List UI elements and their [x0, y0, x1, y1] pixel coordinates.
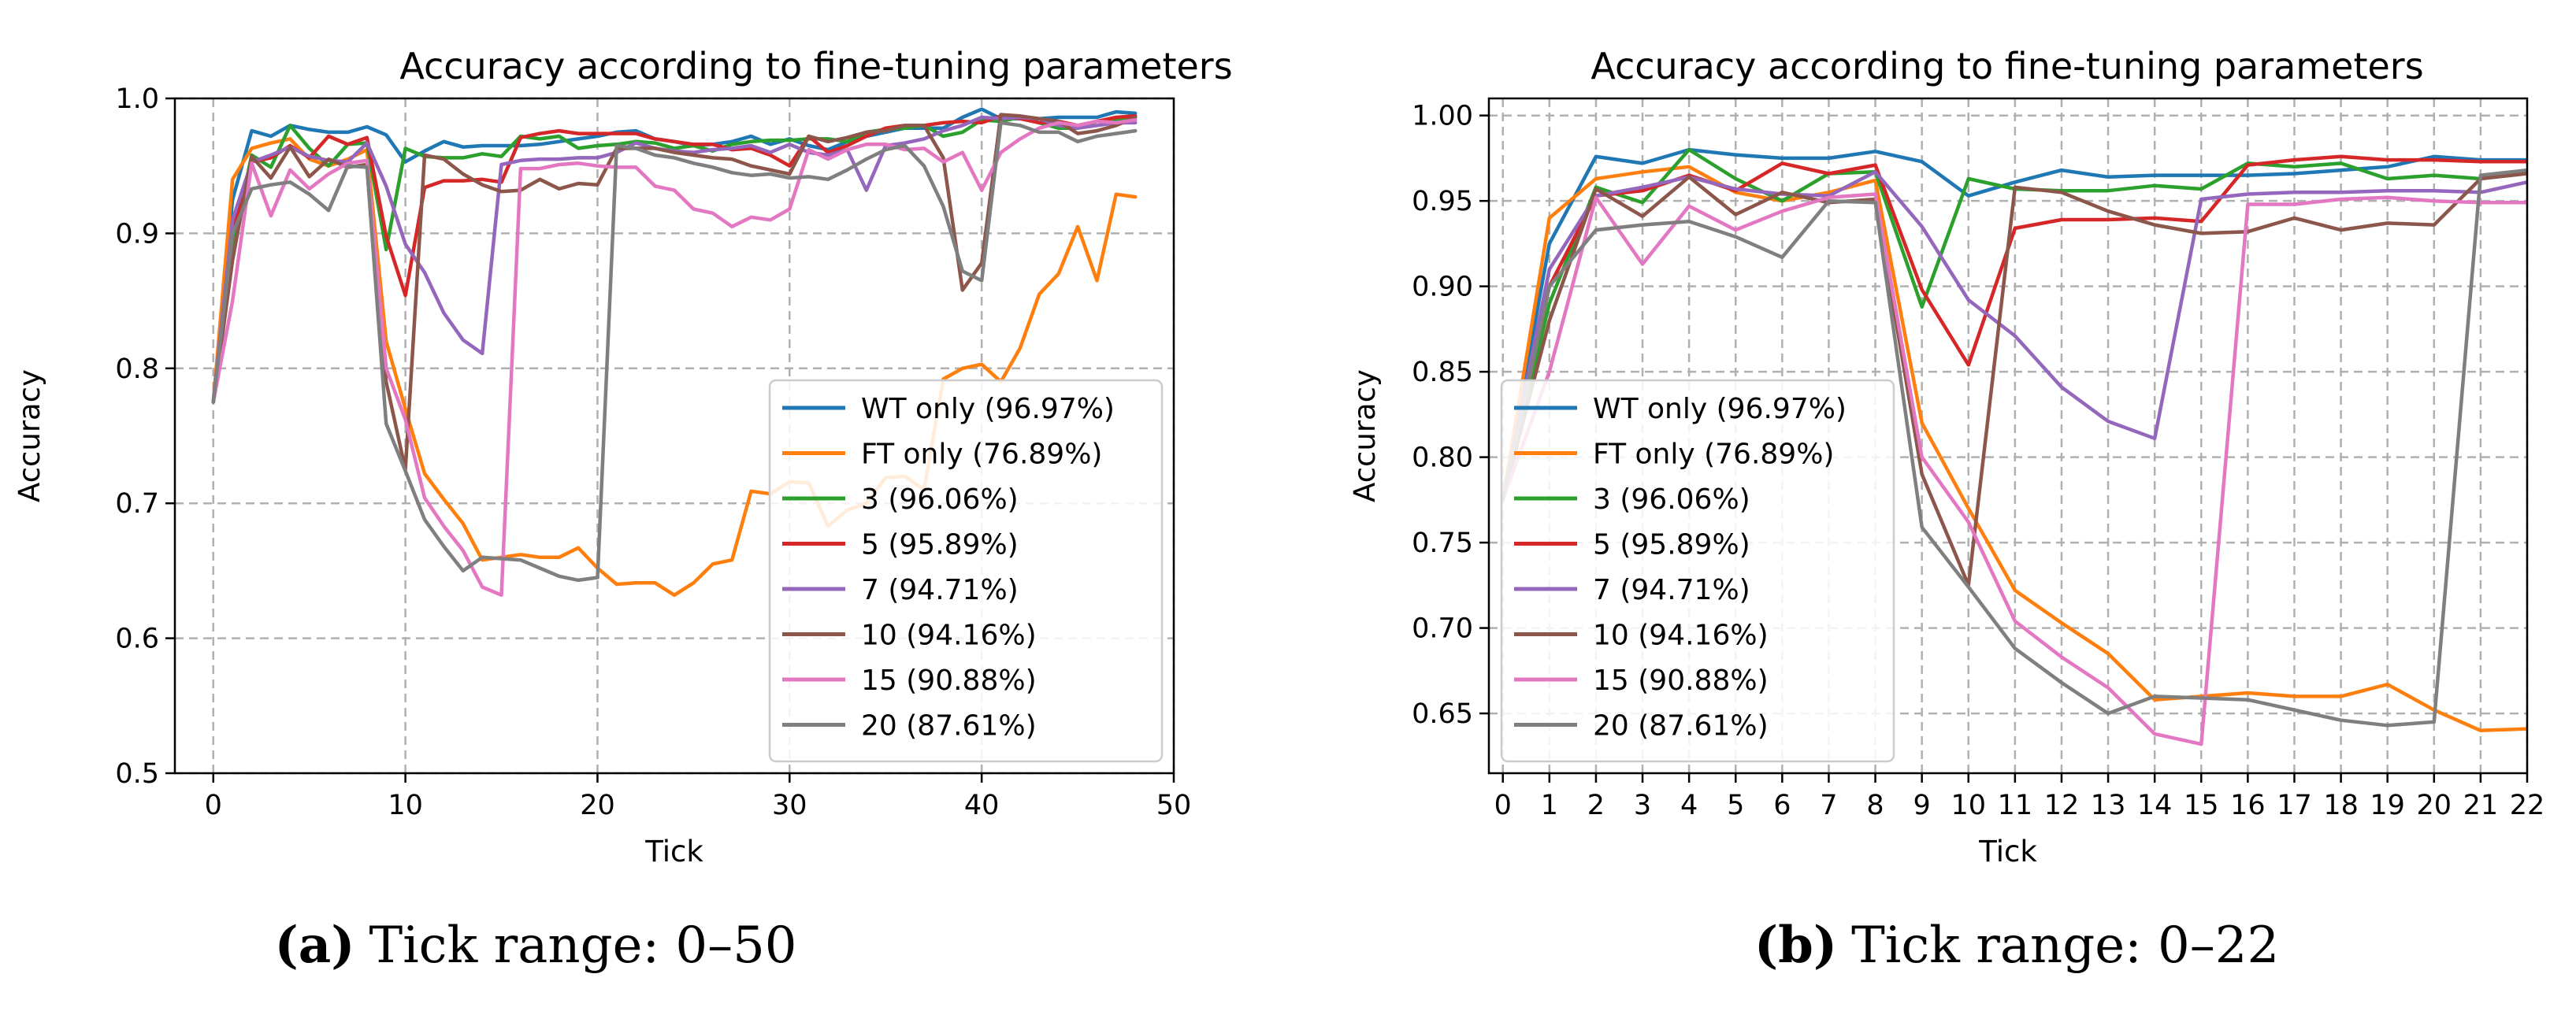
b-xtick-label: 5: [1727, 790, 1744, 821]
a-xtick-label: 10: [388, 790, 423, 821]
b-xtick-label: 11: [1998, 790, 2033, 821]
a-x-axis-label: Tick: [644, 835, 703, 868]
b-xtick-label: 7: [1820, 790, 1837, 821]
b-legend-label-1: FT only (76.89%): [1593, 439, 1834, 471]
b-legend-label-7: 20 (87.61%): [1593, 710, 1769, 743]
panel-a-chart: 0 10 20 30 40 50 0.5 0.6 0.7 0.8 0.9 1.0 Accuracy ac…: [13, 45, 1233, 868]
b-legend-label-3: 5 (95.89%): [1593, 529, 1750, 561]
a-xtick-label: 30: [772, 790, 807, 821]
b-xtick-label: 22: [2510, 790, 2545, 821]
a-legend-box: [768, 379, 1164, 763]
a-ytick-label: 0.9: [115, 218, 159, 250]
b-series-line-6: [1501, 192, 2527, 746]
captions: (a) Tick range: 0–50 (b) Tick range: 0–22: [274, 916, 2279, 975]
a-legend-label-3: 5 (95.89%): [861, 529, 1019, 561]
a-legend-label-2: 3 (96.06%): [861, 483, 1019, 516]
a-legend: WT only (96.97%) FT only (76.89%) 3 (96.06…: [768, 379, 1164, 763]
a-legend-label-1: FT only (76.89%): [861, 439, 1102, 471]
b-ytick-label: 0.95: [1412, 186, 1473, 217]
a-ytick-label: 0.6: [115, 624, 159, 655]
panel-b-chart: 0 1 2 3 4 5 6 7 8 9 10 11 12 13 14 15 16 17 18 19 20 21 220.65…: [1348, 45, 2544, 868]
a-ytick-label: 0.8: [115, 354, 159, 385]
b-legend-label-5: 10 (94.16%): [1593, 620, 1769, 652]
b-xtick-label: 19: [2370, 790, 2405, 821]
b-ytick-label: 0.75: [1412, 528, 1473, 559]
caption-b-label: (b): [1754, 916, 1837, 975]
b-series-line-7: [1501, 168, 2527, 728]
b-series-line-4: [1501, 170, 2527, 502]
a-series-line-6: [211, 118, 1138, 598]
b-legend-label-2: 3 (96.06%): [1593, 483, 1750, 516]
a-legend-label-6: 15 (90.88%): [861, 665, 1037, 697]
caption-a: (a) Tick range: 0–50: [274, 916, 796, 975]
b-legend-label-0: WT only (96.97%): [1593, 393, 1847, 425]
b-chart-title: Accuracy according to fine-tuning parame…: [1591, 45, 2423, 87]
caption-b-text: Tick range: 0–22: [1851, 917, 2279, 975]
a-series-line-7: [211, 120, 1138, 583]
a-ytick-label: 0.5: [115, 758, 159, 790]
b-legend-label-6: 15 (90.88%): [1593, 665, 1769, 697]
b-legend: WT only (96.97%) FT only (76.89%) 3 (96.06…: [1500, 379, 1895, 763]
b-series-group: [1501, 147, 2527, 746]
b-ytick-label: 0.80: [1412, 443, 1473, 474]
a-legend-label-5: 10 (94.16%): [861, 620, 1037, 652]
b-ytick-label: 0.90: [1412, 272, 1473, 303]
a-ytick-label: 0.7: [115, 488, 159, 520]
caption-b: (b) Tick range: 0–22: [1754, 916, 2279, 975]
caption-a-text: Tick range: 0–50: [369, 917, 797, 975]
b-xtick-label: 8: [1866, 790, 1884, 821]
b-xtick-label: 20: [2417, 790, 2452, 821]
a-y-axis-label: Accuracy: [13, 369, 46, 502]
b-xtick-label: 18: [2323, 790, 2359, 821]
b-ytick-label: 0.85: [1412, 357, 1473, 388]
b-legend-box: [1500, 379, 1895, 763]
caption-a-label: (a): [274, 916, 354, 975]
a-ytick-label: 1.0: [115, 83, 159, 115]
b-xtick-label: 1: [1541, 790, 1558, 821]
b-xtick-label: 4: [1680, 790, 1698, 821]
b-xtick-label: 2: [1587, 790, 1605, 821]
b-xtick-label: 6: [1773, 790, 1791, 821]
a-xtick-label: 40: [964, 790, 1000, 821]
b-xtick-label: 14: [2137, 790, 2173, 821]
b-xtick-label: 17: [2277, 790, 2312, 821]
b-series-line-5: [1501, 172, 2527, 587]
b-ytick-label: 1.00: [1412, 101, 1473, 132]
b-xtick-label: 13: [2091, 790, 2126, 821]
b-xtick-label: 16: [2230, 790, 2266, 821]
a-xtick-label: 50: [1156, 790, 1192, 821]
b-legend-label-4: 7 (94.71%): [1593, 574, 1750, 606]
a-xtick-label: 20: [580, 790, 615, 821]
b-axes-frame: [1487, 97, 2529, 775]
a-legend-label-4: 7 (94.71%): [861, 574, 1019, 606]
a-series-line-3: [211, 114, 1138, 404]
a-chart-title: Accuracy according to fine-tuning parame…: [399, 45, 1232, 87]
b-xtick-label: 10: [1951, 790, 1986, 821]
b-y-axis-label: Accuracy: [1348, 369, 1382, 502]
b-xtick-label: 3: [1634, 790, 1651, 821]
a-legend-label-7: 20 (87.61%): [861, 710, 1037, 743]
a-legend-label-0: WT only (96.97%): [861, 393, 1115, 425]
a-xtick-label: 0: [205, 790, 222, 821]
b-ytick-label: 0.65: [1412, 698, 1473, 730]
b-x-axis-label: Tick: [1978, 835, 2037, 868]
b-xtick-label: 12: [2044, 790, 2080, 821]
b-ytick-label: 0.70: [1412, 613, 1473, 645]
b-xtick-label: 0: [1494, 790, 1512, 821]
b-xtick-label: 15: [2184, 790, 2219, 821]
a-series-group: [211, 107, 1138, 598]
b-xtick-label: 9: [1913, 790, 1931, 821]
a-axes-frame: [173, 97, 1175, 775]
b-xtick-label: 21: [2463, 790, 2499, 821]
